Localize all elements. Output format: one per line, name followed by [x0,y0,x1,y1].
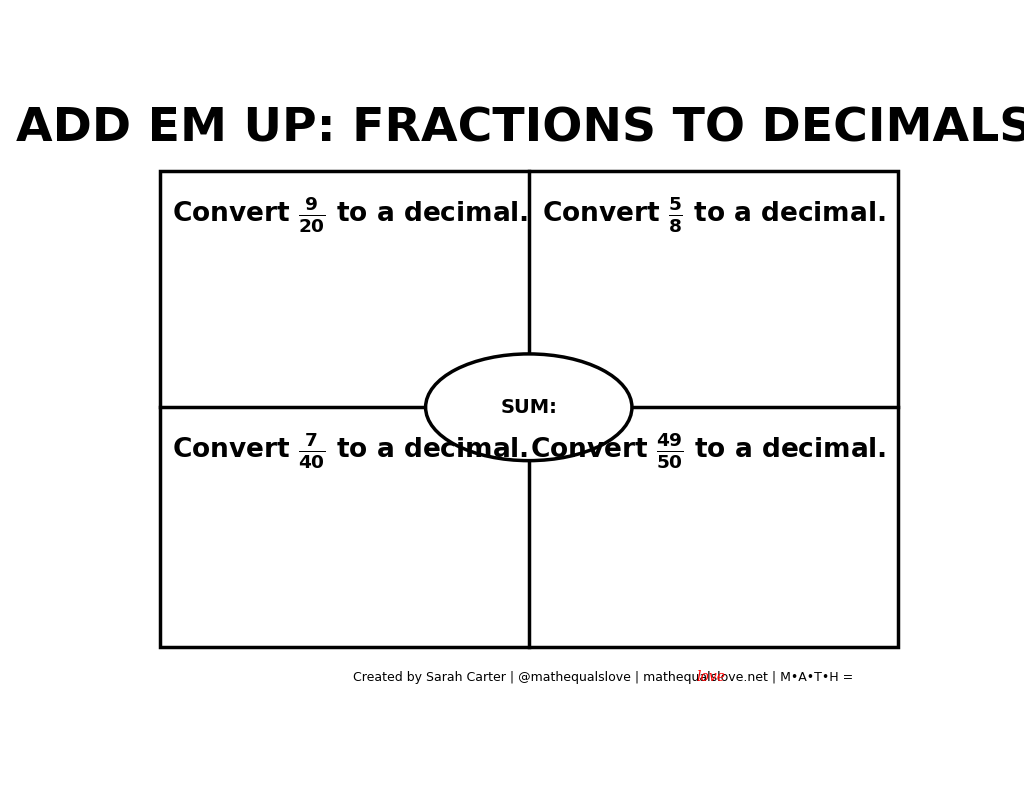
Bar [160,171,898,647]
Text: love: love [696,671,725,684]
Text: Convert $\mathregular{\frac{9}{20}}$ to a decimal.: Convert $\mathregular{\frac{9}{20}}$ to … [172,195,528,234]
Text: SUM:: SUM: [501,398,557,417]
Text: Convert $\mathregular{\frac{5}{8}}$ to a decimal.: Convert $\mathregular{\frac{5}{8}}$ to a… [543,195,886,234]
Ellipse shape [426,354,632,461]
Text: Convert $\mathregular{\frac{7}{40}}$ to a decimal.: Convert $\mathregular{\frac{7}{40}}$ to … [172,431,528,470]
Text: Convert $\mathregular{\frac{49}{50}}$ to a decimal.: Convert $\mathregular{\frac{49}{50}}$ to… [529,431,886,470]
Text: Created by Sarah Carter | @mathequalslove | mathequalslove.net | M•A•T•H =: Created by Sarah Carter | @mathequalslov… [353,671,858,684]
Text: ADD EM UP: FRACTIONS TO DECIMALS: ADD EM UP: FRACTIONS TO DECIMALS [16,106,1024,151]
